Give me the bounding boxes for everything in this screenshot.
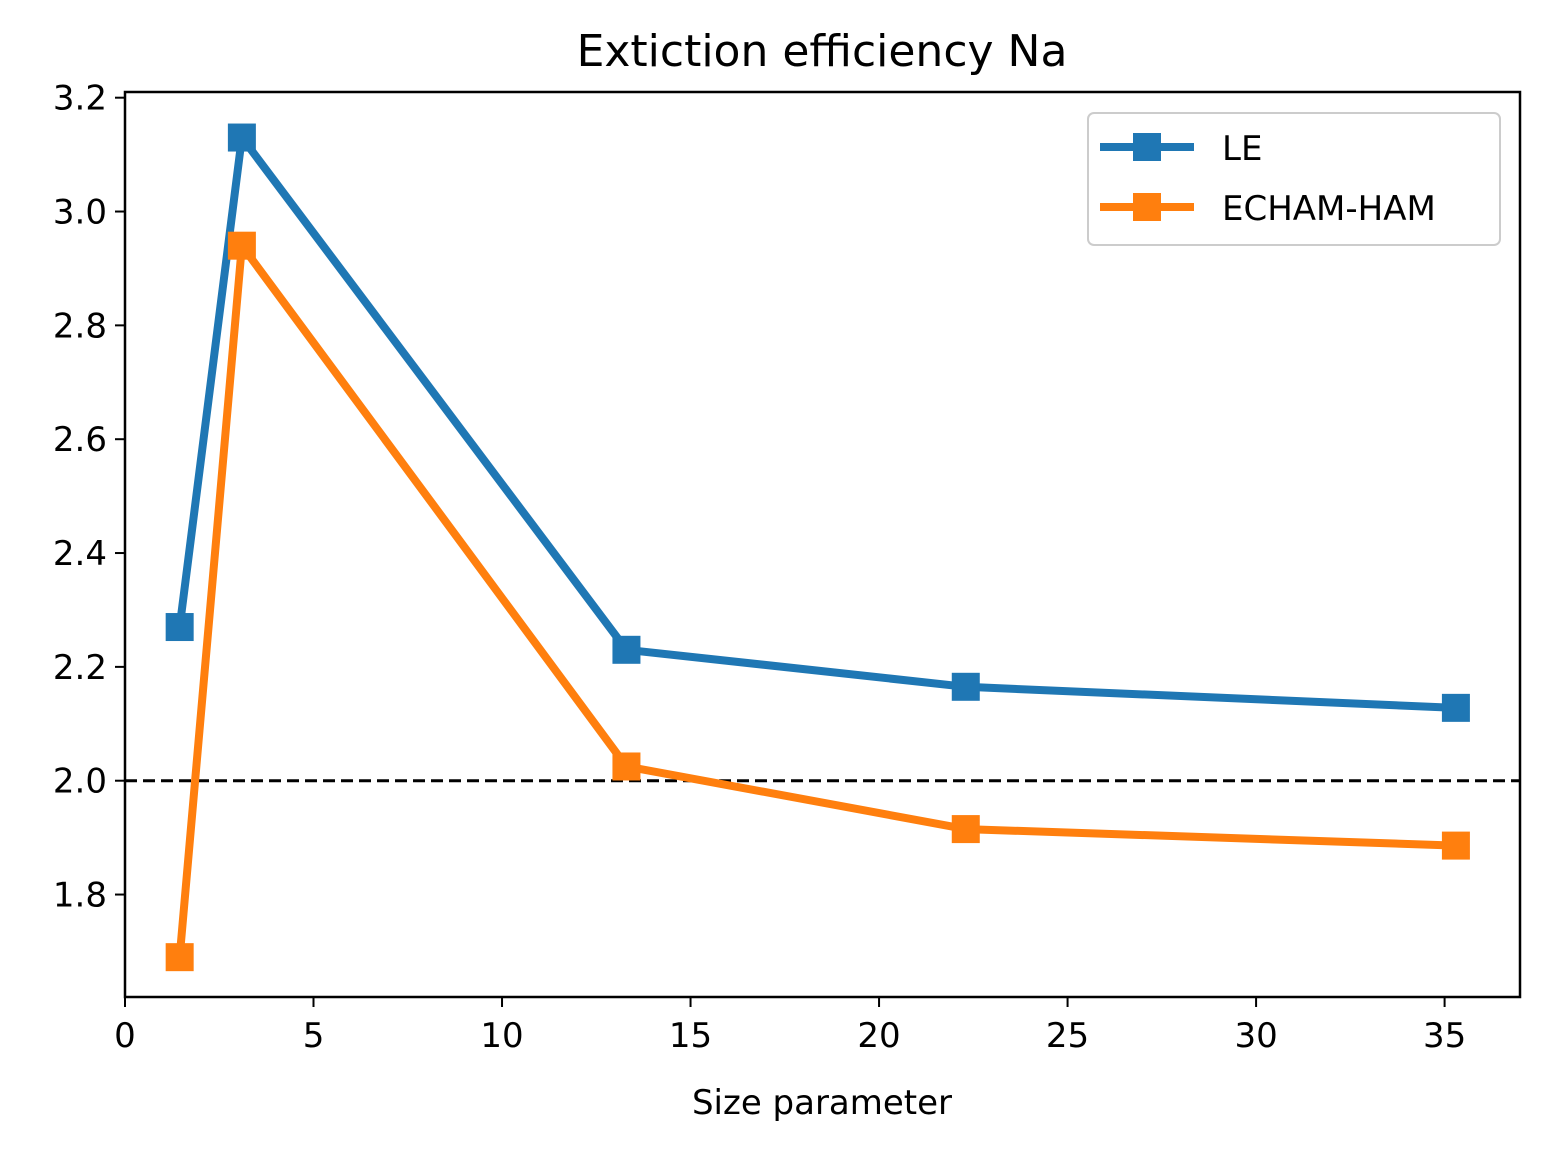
data-point-le	[612, 635, 641, 664]
legend: LE ECHAM-HAM	[1087, 112, 1501, 246]
data-point-echam-ham	[1441, 831, 1470, 860]
legend-label-echam-ham: ECHAM-HAM	[1222, 189, 1436, 229]
series-le	[165, 123, 1470, 722]
series-line-echam-ham	[175, 241, 1457, 958]
data-point-echam-ham	[227, 231, 256, 260]
x-tick-label: 35	[1423, 1016, 1466, 1056]
y-tick-label: 2.2	[53, 648, 107, 688]
y-tick-label: 2.0	[53, 762, 107, 802]
legend-label-le: LE	[1222, 129, 1262, 169]
x-tick-label: 10	[480, 1016, 523, 1056]
y-tick-label: 2.6	[53, 420, 107, 460]
legend-swatch-le-marker	[1133, 133, 1161, 161]
chart-title: Extiction efficiency Na	[577, 26, 1068, 77]
data-point-le	[951, 672, 980, 701]
data-point-le	[227, 123, 256, 152]
y-tick-label: 1.8	[53, 876, 107, 916]
legend-swatch-echam-ham-marker	[1133, 193, 1161, 221]
x-tick-label: 15	[669, 1016, 712, 1056]
series-layer	[165, 123, 1470, 972]
plot-area-frame	[123, 90, 1522, 999]
y-tick-label: 2.4	[53, 534, 107, 574]
data-point-echam-ham	[951, 815, 980, 844]
y-tick-label: 2.8	[53, 306, 107, 346]
y-tick-label: 3.0	[53, 193, 107, 233]
x-axis: 0 5 10 15 20 25 30 35	[114, 997, 1466, 1056]
x-tick-label: 30	[1234, 1016, 1277, 1056]
data-point-le	[1441, 693, 1470, 722]
y-axis: 1.8 2.0 2.2 2.4 2.6 2.8 3.0 3.2	[53, 79, 125, 916]
x-tick-label: 0	[114, 1016, 136, 1056]
data-point-le	[165, 613, 194, 642]
x-tick-label: 5	[303, 1016, 325, 1056]
x-axis-label: Size parameter	[692, 1083, 952, 1123]
series-echam-ham	[165, 231, 1470, 972]
data-point-echam-ham	[612, 752, 641, 781]
x-tick-label: 25	[1046, 1016, 1089, 1056]
y-tick-label: 3.2	[53, 79, 107, 119]
x-tick-label: 20	[857, 1016, 900, 1056]
data-point-echam-ham	[165, 943, 194, 972]
